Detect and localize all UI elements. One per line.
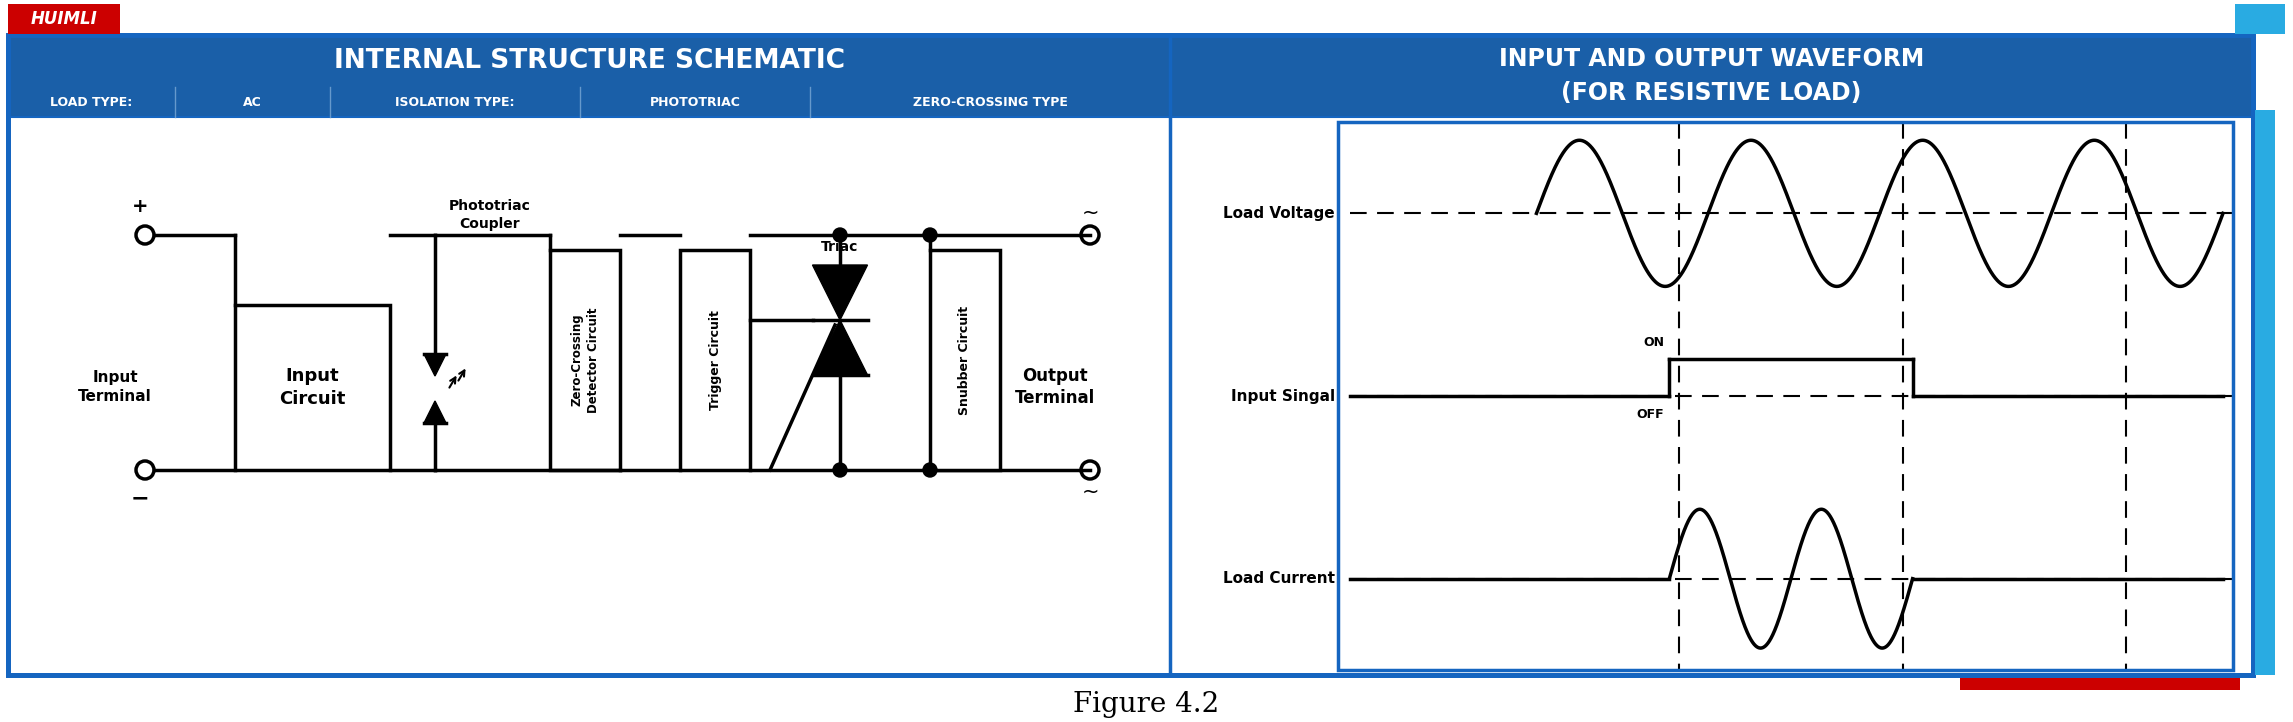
Text: ISOLATION TYPE:: ISOLATION TYPE: bbox=[394, 95, 514, 108]
Text: ~: ~ bbox=[1082, 203, 1098, 223]
Polygon shape bbox=[424, 354, 447, 376]
Polygon shape bbox=[424, 401, 447, 423]
Bar bbox=[7, 87, 1169, 117]
Text: OFF: OFF bbox=[1637, 408, 1665, 421]
Text: Input
Circuit: Input Circuit bbox=[280, 367, 346, 408]
Text: Zero-Crossing
Detector Circuit: Zero-Crossing Detector Circuit bbox=[571, 308, 601, 413]
Text: ZERO-CROSSING TYPE: ZERO-CROSSING TYPE bbox=[913, 95, 1069, 108]
Bar bbox=[7, 4, 119, 34]
Text: Load Voltage: Load Voltage bbox=[1224, 206, 1335, 221]
Text: Snubber Circuit: Snubber Circuit bbox=[958, 305, 972, 414]
Bar bbox=[7, 35, 1169, 87]
Bar bbox=[7, 35, 2254, 675]
Bar bbox=[1169, 35, 2254, 117]
Text: HUIMLI: HUIMLI bbox=[30, 10, 96, 28]
Text: Input Singal: Input Singal bbox=[1231, 388, 1335, 404]
Text: Input
Terminal: Input Terminal bbox=[78, 370, 151, 404]
Text: +: + bbox=[131, 198, 149, 217]
Text: INTERNAL STRUCTURE SCHEMATIC: INTERNAL STRUCTURE SCHEMATIC bbox=[332, 48, 844, 74]
Text: Triac: Triac bbox=[821, 240, 858, 254]
Bar bbox=[2236, 4, 2286, 34]
Circle shape bbox=[924, 228, 938, 242]
Circle shape bbox=[924, 463, 938, 477]
Polygon shape bbox=[812, 265, 867, 320]
Text: Phototriac
Coupler: Phototriac Coupler bbox=[449, 199, 532, 230]
Text: LOAD TYPE:: LOAD TYPE: bbox=[50, 95, 133, 108]
Text: Load Current: Load Current bbox=[1222, 571, 1335, 586]
Circle shape bbox=[832, 228, 846, 242]
Text: −: − bbox=[131, 488, 149, 508]
Bar bbox=[681, 250, 750, 470]
Text: ~: ~ bbox=[1082, 482, 1098, 502]
Text: Trigger Circuit: Trigger Circuit bbox=[709, 310, 722, 410]
Bar bbox=[234, 305, 390, 470]
Polygon shape bbox=[812, 320, 867, 375]
Bar bbox=[931, 250, 1000, 470]
Bar bbox=[1339, 122, 2233, 670]
Bar bbox=[1961, 678, 2240, 690]
Text: Figure 4.2: Figure 4.2 bbox=[1073, 692, 1220, 718]
Bar bbox=[7, 35, 2254, 675]
Text: ON: ON bbox=[1644, 336, 1665, 349]
Text: Output
Terminal: Output Terminal bbox=[1016, 367, 1096, 407]
Bar bbox=[2254, 110, 2275, 675]
Bar bbox=[550, 250, 619, 470]
Text: AC: AC bbox=[243, 95, 261, 108]
Text: INPUT AND OUTPUT WAVEFORM
(FOR RESISTIVE LOAD): INPUT AND OUTPUT WAVEFORM (FOR RESISTIVE… bbox=[1500, 47, 1924, 105]
Text: PHOTOTRIAC: PHOTOTRIAC bbox=[649, 95, 741, 108]
Circle shape bbox=[832, 463, 846, 477]
